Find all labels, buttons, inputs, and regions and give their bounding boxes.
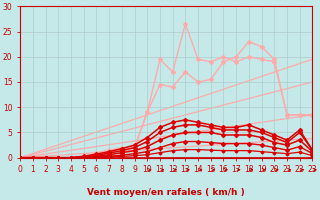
X-axis label: Vent moyen/en rafales ( km/h ): Vent moyen/en rafales ( km/h ) bbox=[87, 188, 245, 197]
